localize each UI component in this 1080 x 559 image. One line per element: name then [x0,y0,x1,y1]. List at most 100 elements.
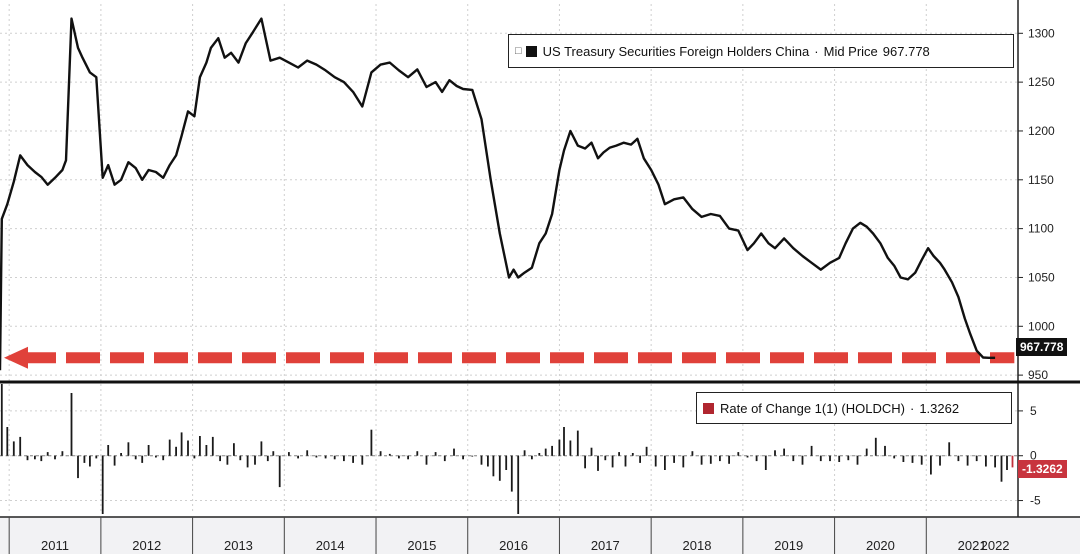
roc-bar [278,455,281,488]
roc-bar [127,442,130,456]
roc-bar [324,455,327,459]
roc-bar [531,455,533,460]
roc-bar [46,452,49,456]
roc-legend: Rate of Change 1(1) (HOLDCH) · 1.3262 [696,392,1012,424]
roc-bar [673,455,675,463]
roc-bar [147,445,150,456]
roc-bar [810,445,813,456]
roc-bar [847,455,850,461]
bar-layer [0,384,1018,514]
roc-bar [168,439,171,456]
roc-bar [272,451,275,456]
roc-bar [407,455,409,460]
price-y-tick-label: 1000 [1028,319,1055,333]
roc-bar [416,451,419,456]
price-y-tick-label: 1300 [1028,26,1055,40]
roc-bar [510,455,513,492]
roc-bar [462,455,464,460]
roc-bar [288,452,290,456]
roc-bar [611,455,614,468]
roc-bar [260,441,263,456]
date-axis-strip [0,517,1080,554]
roc-bar [985,455,987,467]
roc-bar [155,455,157,458]
price-y-tick-label: 1200 [1028,124,1055,138]
roc-bar [254,455,256,465]
roc-bar [34,455,36,460]
price-legend-label: US Treasury Securities Foreign Holders C… [542,43,810,59]
roc-bar [6,427,9,456]
roc-bar [266,455,269,462]
roc-bar [966,455,969,466]
roc-bar [54,455,56,460]
roc-y-tick-label: -5 [1030,494,1041,508]
axis-layer: 950 1000 1050 1100 1150 1200 1250 1300 5 0 -5 2011 2… [8,26,1055,554]
roc-bar [764,455,767,470]
arrow-layer [4,346,1015,369]
roc-bar [77,455,79,479]
roc-bar [89,455,91,467]
roc-bar [856,455,859,465]
roc-bar [141,455,144,463]
roc-bar [911,455,914,463]
roc-bar [487,455,489,467]
x-tick-label: 2017 [591,538,620,553]
roc-bar [0,384,3,456]
roc-bar [538,453,541,456]
roc-bar [120,453,122,456]
price-last-value-tag: 967.778 [1016,338,1068,356]
roc-bar [226,455,229,465]
roc-bar [361,455,364,465]
roc-bar [61,451,64,456]
price-y-tick-label: 1250 [1028,75,1055,89]
roc-bar [590,447,593,456]
roc-bar [792,455,795,462]
roc-bar [544,448,547,456]
roc-bar [654,455,657,467]
roc-bar [576,430,579,456]
roc-y-tick-label: 5 [1030,404,1037,418]
price-legend-value: 967.778 [882,43,930,59]
roc-bar [948,442,951,456]
roc-y-tick-label: 0 [1030,449,1037,463]
x-tick-label: 2016 [499,538,528,553]
roc-bar [19,436,22,456]
roc-bar [737,452,740,456]
x-tick-label: 2012 [132,538,161,553]
roc-bar [443,455,446,462]
roc-bar [498,455,501,481]
roc-bar [180,432,183,456]
x-tick-label: 2013 [224,538,253,553]
roc-last-value-tag: -1.3262 [1018,460,1067,478]
roc-bar [379,451,382,456]
roc-bar [162,455,165,461]
roc-bar [604,455,607,461]
roc-bar [175,446,177,456]
roc-bar [624,455,627,467]
roc-bar [70,393,73,456]
roc-legend-value: 1.3262 [919,400,960,416]
roc-bar [920,455,923,465]
roc-bar [1000,455,1003,482]
roc-bar [893,455,896,459]
roc-bar [709,455,712,464]
roc-bar [480,455,483,465]
roc-bar [700,455,703,465]
line-layer [0,17,996,371]
legend-separator: · [909,400,915,416]
roc-bar [453,448,455,456]
grid-layer [0,4,1019,514]
roc-bar [95,455,98,459]
roc-bar [902,455,905,462]
roc-bar [939,455,941,466]
roc-bar [505,455,508,470]
roc-bar [398,455,400,459]
roc-bar [233,443,235,456]
roc-bar [205,445,208,456]
price-legend-field: Mid Price [823,43,878,59]
roc-bar [113,455,116,466]
roc-bar [12,441,15,456]
price-y-tick-label: 1150 [1028,173,1054,187]
roc-bar [517,455,520,514]
